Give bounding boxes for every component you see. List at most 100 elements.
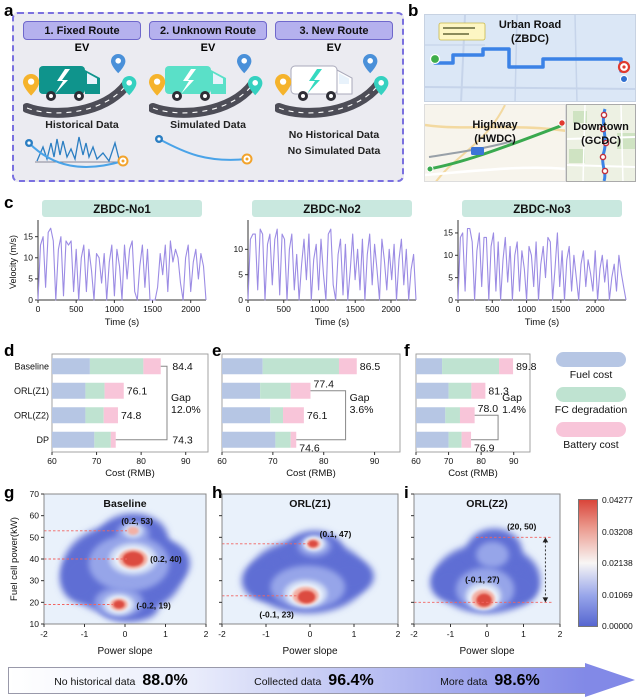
highway-start-marker (426, 165, 434, 173)
svg-text:1500: 1500 (346, 304, 365, 314)
svg-text:(20, 50): (20, 50) (507, 522, 536, 532)
svg-text:Gap: Gap (350, 392, 370, 404)
svg-text:80: 80 (476, 456, 486, 466)
velocity-plot-zbdc-no2: ZBDC-No2 0 5 10 0 500 1000 1500 2000 Time (s) (234, 200, 417, 328)
panel-label-g: g (4, 483, 15, 502)
svg-text:90: 90 (509, 456, 519, 466)
urban-route-map (425, 15, 635, 101)
svg-text:74.8: 74.8 (121, 410, 142, 422)
svg-text:1: 1 (163, 629, 168, 639)
alternate-route-line (428, 140, 514, 158)
svg-text:-1: -1 (447, 629, 455, 639)
colorbar-tick-label: 0.04277 (602, 495, 633, 505)
svg-text:70: 70 (92, 456, 102, 466)
svg-text:0: 0 (485, 629, 490, 639)
scenario-caption: Historical Data (45, 119, 119, 131)
density-plot-orl-z1: (0.1, 47) (-0.1, 23) ORL(Z1) -2 -1 0 1 2 Power s… (218, 493, 401, 657)
cost-legend: Fuel cost FC degradation Battery cost (545, 352, 637, 457)
progress-arrow-body: No historical data 88.0% Collected data … (8, 667, 586, 694)
panel-label-f: f (404, 341, 410, 360)
ev-route-illustration (149, 54, 263, 118)
svg-text:77.4: 77.4 (313, 378, 334, 390)
progress-item-more-data: More data 98.6% (440, 672, 540, 690)
svg-text:1000: 1000 (517, 304, 536, 314)
svg-text:(-0.2, 19): (-0.2, 19) (136, 601, 171, 611)
battery-cost-swatch (556, 422, 626, 437)
route-start-marker (429, 22, 486, 65)
svg-text:0: 0 (238, 295, 243, 305)
scenario-caption: Simulated Data (170, 119, 246, 131)
panel-label-h: h (212, 483, 223, 502)
svg-text:Velocity (m/s): Velocity (m/s) (8, 235, 18, 289)
ev-route-illustration (275, 54, 389, 118)
ev-truck-icon (290, 65, 353, 101)
battery-cost-label: Battery cost (563, 439, 619, 451)
svg-text:2000: 2000 (382, 304, 401, 314)
svg-text:90: 90 (181, 456, 191, 466)
svg-text:60: 60 (217, 456, 227, 466)
ev-label: EV (74, 42, 90, 54)
svg-text:5: 5 (238, 269, 243, 279)
svg-text:Power slope: Power slope (459, 646, 514, 657)
fc-degradation-label: FC degradation (554, 404, 628, 416)
svg-text:2: 2 (204, 629, 209, 639)
no-historical-data-label: No historical data (54, 675, 136, 688)
svg-text:ORL(Z1): ORL(Z1) (14, 386, 49, 396)
svg-text:500: 500 (277, 304, 291, 314)
ev-truck-icon (39, 66, 100, 101)
highway-end-marker (558, 119, 565, 127)
panel-a-scenarios: 1. Fixed Route EV Historical Data 2. Unknow… (12, 12, 404, 182)
route-info-tooltip (438, 22, 486, 41)
svg-text:70: 70 (268, 456, 278, 466)
svg-text:Time (s): Time (s) (105, 317, 139, 328)
panel-label-d: d (4, 341, 15, 360)
svg-text:1000: 1000 (105, 304, 124, 314)
map-pin-icon (363, 54, 378, 74)
svg-text:1000: 1000 (310, 304, 329, 314)
fuel-cost-label: Fuel cost (569, 369, 613, 381)
svg-text:Gap: Gap (502, 392, 522, 404)
svg-text:(0.2, 40): (0.2, 40) (150, 554, 182, 564)
svg-text:76.1: 76.1 (127, 385, 148, 397)
no-data-note: No Historical Data No Simulated Data (287, 129, 381, 157)
svg-text:3.6%: 3.6% (350, 404, 374, 416)
svg-text:74.3: 74.3 (172, 434, 193, 446)
lightning-bolt-icon (307, 69, 322, 94)
panel-label-b: b (408, 1, 419, 20)
scenario-title: 2. Unknown Route (149, 21, 267, 40)
svg-text:0: 0 (36, 304, 41, 314)
map-pin-icon (111, 54, 126, 74)
ev-label: EV (326, 42, 342, 54)
svg-text:2000: 2000 (181, 304, 200, 314)
svg-text:0: 0 (123, 629, 128, 639)
svg-text:74.6: 74.6 (299, 442, 320, 454)
simulated-route-chart (155, 135, 253, 165)
svg-text:1500: 1500 (551, 304, 570, 314)
progress-item-no-historical: No historical data 88.0% (54, 672, 188, 690)
svg-text:20: 20 (30, 597, 40, 607)
svg-text:80: 80 (136, 456, 146, 466)
svg-text:2000: 2000 (586, 304, 605, 314)
svg-text:ZBDC-No2: ZBDC-No2 (303, 204, 361, 216)
svg-text:Time (s): Time (s) (315, 317, 349, 328)
svg-text:81.3: 81.3 (488, 385, 509, 397)
svg-text:50: 50 (30, 532, 40, 542)
panel-b-maps: Urban Road (ZBDC) Highway (HWDC) (424, 14, 636, 182)
map-pin-icon (374, 76, 389, 96)
svg-text:1.4%: 1.4% (502, 404, 526, 416)
svg-text:5: 5 (28, 274, 33, 284)
svg-text:0: 0 (28, 295, 33, 305)
svg-text:60: 60 (47, 456, 57, 466)
more-data-value: 98.6% (494, 671, 540, 689)
svg-text:0: 0 (448, 295, 453, 305)
svg-text:10: 10 (444, 250, 454, 260)
svg-text:ZBDC-No3: ZBDC-No3 (513, 204, 571, 216)
ev-label: EV (200, 42, 216, 54)
svg-text:70: 70 (30, 489, 40, 499)
collected-data-label: Collected data (254, 675, 322, 688)
lightning-bolt-icon (181, 69, 196, 94)
svg-text:1500: 1500 (143, 304, 162, 314)
svg-text:Baseline: Baseline (14, 361, 49, 371)
